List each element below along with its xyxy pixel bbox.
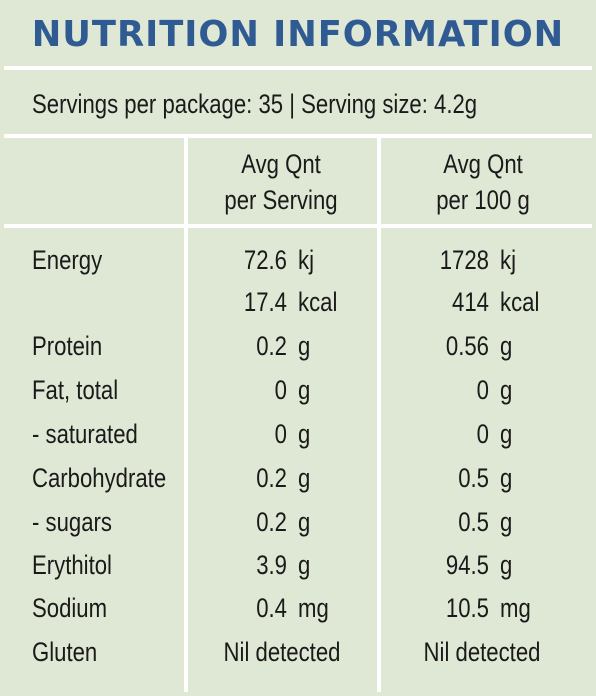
per100g-unit: g [500,507,513,537]
nutrient-name: Fat, total [32,375,119,405]
serving-value: 17.4 [243,287,287,317]
per100g-value: 0.5 [458,463,489,493]
per100g-value: 94.5 [445,550,489,580]
per100g-value: 0 [476,375,489,405]
column-divider [377,136,381,692]
per100g-value: 0 [476,419,489,449]
nutrient-name: Erythitol [32,550,112,580]
serving-unit: g [298,463,311,493]
nutrient-name: Protein [32,331,103,361]
divider [4,134,592,138]
column-divider [184,136,188,692]
serving-value: 3.9 [256,550,287,580]
nutrient-name: Gluten [32,637,98,667]
header-per-100g-line2: per 100 g [436,185,530,215]
per100g-value: 10.5 [445,593,489,623]
serving-unit: kj [298,245,314,275]
divider [4,66,592,70]
per100g-nil-detected: Nil detected [423,637,541,667]
serving-value: 0 [274,375,287,405]
serving-value: 0.2 [256,507,287,537]
header-per-serving-line1: Avg Qnt [241,149,321,179]
page-title: NUTRITION INFORMATION [31,13,565,55]
serving-value: 0.2 [256,331,287,361]
per100g-unit: g [500,550,513,580]
per100g-unit: g [500,463,513,493]
nutrient-name: Sodium [32,593,108,623]
per100g-unit: g [500,331,513,361]
per100g-unit: mg [500,593,531,623]
nutrient-name: Energy [32,245,103,275]
serving-nil-detected: Nil detected [223,637,341,667]
serving-unit: g [298,419,311,449]
per100g-value: 0.56 [445,331,489,361]
per100g-value: 0.5 [458,507,489,537]
serving-value: 0.2 [256,463,287,493]
nutrient-name: - saturated [32,419,138,449]
nutrient-name: - sugars [32,507,112,537]
serving-unit: g [298,331,311,361]
serving-value: 0 [274,419,287,449]
serving-unit: g [298,375,311,405]
serving-info: Servings per package: 35 | Serving size:… [32,89,478,119]
serving-unit: mg [298,593,329,623]
serving-unit: g [298,550,311,580]
serving-value: 72.6 [243,245,287,275]
nutrient-name: Carbohydrate [32,463,167,493]
serving-unit: kcal [298,287,338,317]
per100g-value: 1728 [439,245,489,275]
per100g-unit: g [500,375,513,405]
per100g-unit: kcal [500,287,540,317]
per100g-unit: g [500,419,513,449]
header-per-serving-line2: per Serving [224,185,338,215]
divider [4,224,592,228]
serving-value: 0.4 [256,593,287,623]
per100g-unit: kj [500,245,516,275]
header-per-100g-line1: Avg Qnt [443,149,523,179]
serving-unit: g [298,507,311,537]
per100g-value: 414 [452,287,489,317]
